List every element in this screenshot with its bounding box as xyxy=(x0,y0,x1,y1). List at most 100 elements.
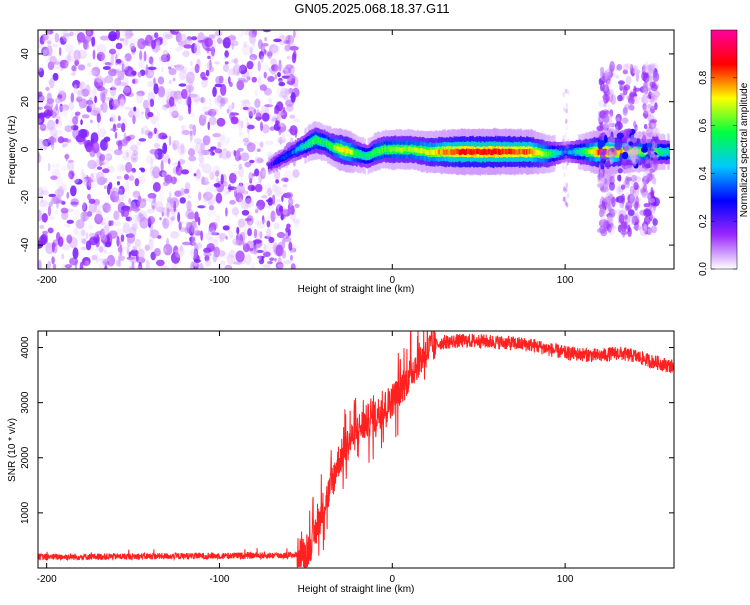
noise-speckle xyxy=(123,174,130,181)
noise-speckle xyxy=(139,50,143,61)
noise-speckle xyxy=(40,233,48,246)
burst-speckle xyxy=(565,165,568,171)
noise-speckle xyxy=(225,207,228,217)
y-tick-label: 4000 xyxy=(20,336,31,359)
ridge-cell xyxy=(571,150,574,155)
noise-speckle xyxy=(239,132,244,138)
noise-speckle xyxy=(273,222,280,230)
noise-speckle xyxy=(40,195,44,204)
burst-speckle xyxy=(607,214,613,225)
ridge-cell xyxy=(473,149,475,155)
ridge-cell xyxy=(495,148,498,154)
burst-speckle xyxy=(641,130,646,135)
noise-speckle xyxy=(275,185,284,194)
burst-speckle xyxy=(600,159,605,169)
ridge-cell xyxy=(555,151,557,156)
noise-speckle xyxy=(261,219,267,223)
ridge-cell xyxy=(411,148,414,153)
ridge-cell xyxy=(661,150,664,155)
noise-speckle xyxy=(106,254,116,267)
noise-speckle xyxy=(46,119,56,131)
noise-speckle xyxy=(188,123,194,130)
noise-speckle xyxy=(47,227,54,234)
noise-speckle xyxy=(270,58,277,66)
noise-speckle xyxy=(66,138,72,143)
ridge-cell xyxy=(487,148,490,155)
noise-speckle xyxy=(82,201,86,211)
noise-speckle xyxy=(207,194,216,206)
ridge-cell xyxy=(597,149,600,156)
ridge-cell xyxy=(437,149,440,155)
noise-speckle xyxy=(106,140,111,149)
noise-speckle xyxy=(130,249,139,257)
burst-speckle xyxy=(652,218,658,226)
noise-speckle xyxy=(241,79,249,83)
ridge-cell xyxy=(546,152,549,157)
noise-speckle xyxy=(208,97,212,110)
noise-speckle xyxy=(211,108,219,113)
noise-speckle xyxy=(280,135,286,143)
noise-speckle xyxy=(281,75,291,79)
burst-speckle xyxy=(600,72,608,82)
noise-speckle xyxy=(95,159,101,169)
ridge-cell xyxy=(392,146,395,152)
burst-speckle xyxy=(646,69,654,75)
ridge-cell xyxy=(416,147,418,153)
noise-speckle xyxy=(278,32,284,40)
noise-speckle xyxy=(202,135,211,146)
noise-speckle xyxy=(119,84,122,92)
ridge-cell xyxy=(658,150,661,155)
ridge-cell xyxy=(656,149,659,155)
ridge-cell xyxy=(666,149,668,154)
burst-speckle xyxy=(566,160,569,166)
noise-speckle xyxy=(288,197,294,206)
noise-speckle xyxy=(163,217,167,226)
noise-speckle xyxy=(123,86,131,94)
burst-speckle xyxy=(621,117,629,125)
noise-speckle xyxy=(100,258,110,262)
burst-speckle xyxy=(648,198,656,203)
ridge-cell xyxy=(297,146,300,151)
noise-speckle xyxy=(125,161,133,173)
ridge-cell xyxy=(544,152,547,157)
burst-speckle xyxy=(566,145,569,151)
burst-speckle xyxy=(606,216,612,221)
noise-speckle xyxy=(39,212,43,218)
noise-speckle xyxy=(288,199,297,204)
noise-speckle xyxy=(243,41,248,48)
noise-speckle xyxy=(254,220,262,226)
ridge-cell xyxy=(459,149,462,155)
ridge-cell xyxy=(439,149,442,155)
noise-speckle xyxy=(177,211,181,223)
noise-speckle xyxy=(136,114,145,119)
burst-speckle xyxy=(642,183,648,193)
burst-speckle xyxy=(643,202,651,208)
burst-speckle xyxy=(630,174,637,182)
ridge-cell xyxy=(621,150,624,156)
noise-speckle xyxy=(67,55,77,63)
ridge-cell xyxy=(438,149,441,155)
noise-speckle xyxy=(76,96,83,103)
ridge-cell xyxy=(463,149,466,155)
burst-speckle xyxy=(622,69,628,75)
noise-speckle xyxy=(280,87,290,98)
noise-speckle xyxy=(38,259,42,269)
noise-speckle xyxy=(134,178,140,187)
noise-speckle xyxy=(61,253,65,260)
noise-speckle xyxy=(189,236,195,243)
noise-speckle xyxy=(283,184,287,194)
noise-speckle xyxy=(225,150,232,159)
ridge-cell xyxy=(284,154,287,158)
noise-speckle xyxy=(245,195,252,204)
burst-speckle xyxy=(623,180,627,186)
noise-speckle xyxy=(63,223,71,228)
noise-speckle xyxy=(91,66,101,77)
burst-speckle xyxy=(562,196,566,202)
burst-speckle xyxy=(641,146,648,153)
noise-speckle xyxy=(99,228,106,240)
noise-speckle xyxy=(219,238,224,243)
ridge-cell xyxy=(543,151,546,156)
ridge-cell xyxy=(388,146,390,152)
ridge-cell xyxy=(313,137,316,143)
noise-speckle xyxy=(282,95,289,101)
